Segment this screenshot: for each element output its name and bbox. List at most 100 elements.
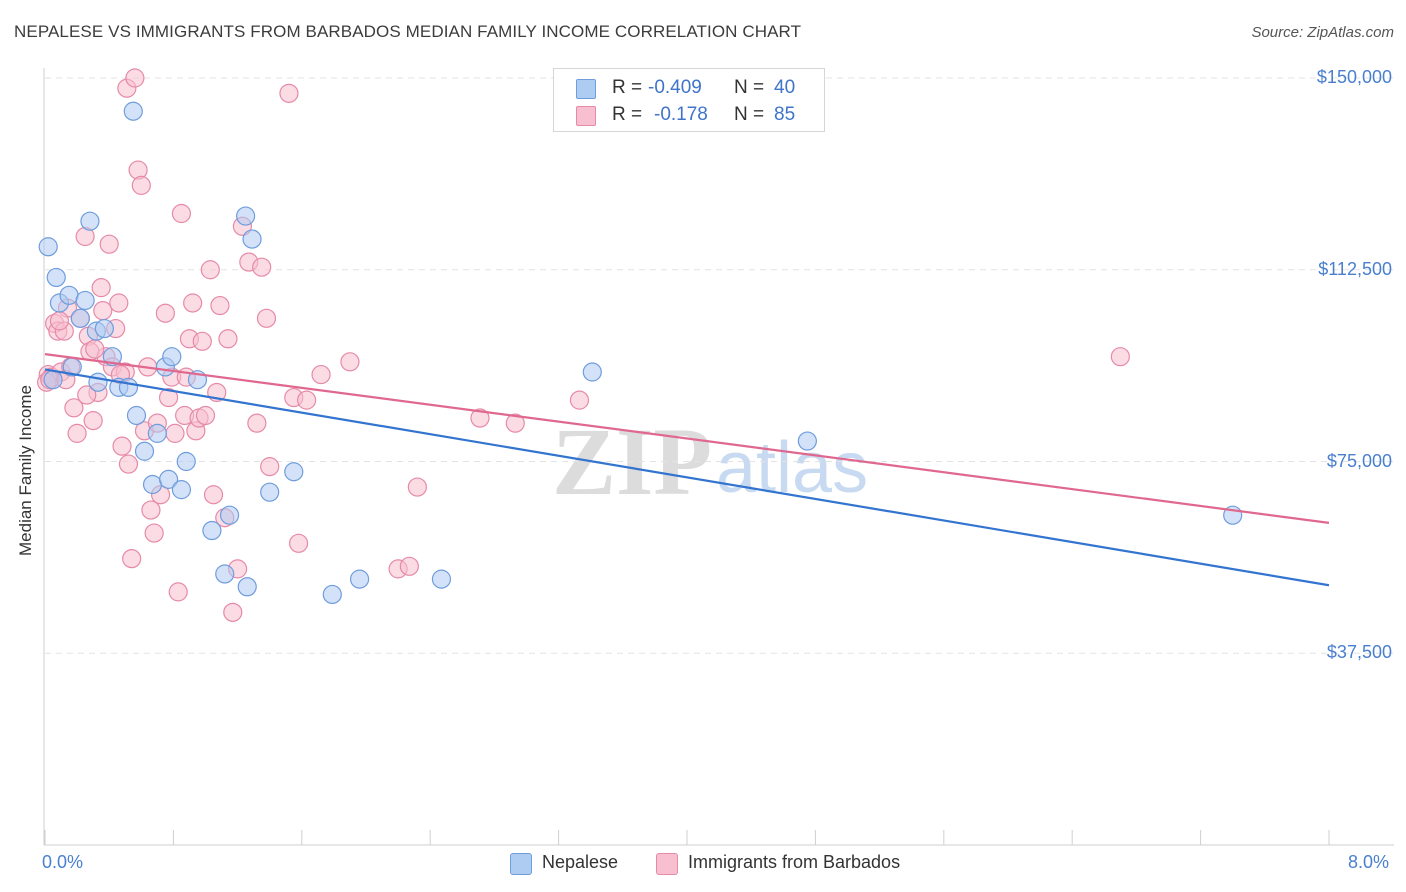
data-point-barbados: [49, 311, 70, 331]
trend-line-nepalese: [44, 368, 1330, 587]
data-point-barbados: [85, 339, 105, 359]
data-point-barbados: [141, 500, 161, 520]
data-point-nepalese: [134, 441, 155, 461]
legend-swatch-barbados: [656, 853, 678, 875]
data-point-barbados: [165, 423, 185, 443]
data-point-barbados: [256, 308, 277, 328]
data-point-nepalese: [284, 462, 304, 482]
x-tick-max: 8.0%: [1348, 852, 1390, 872]
data-point-barbados: [247, 413, 267, 433]
data-point-nepalese: [797, 431, 817, 451]
data-point-nepalese: [80, 211, 100, 231]
data-point-barbados: [168, 582, 188, 602]
legend-r-label: R =: [612, 104, 643, 125]
data-point-barbados: [109, 293, 129, 313]
data-point-nepalese: [142, 474, 163, 495]
legend-row-barbados: R = -0.178 N = 85: [554, 102, 824, 128]
data-point-nepalese: [94, 318, 114, 339]
data-point-barbados: [260, 457, 280, 477]
data-point-barbados: [297, 390, 317, 410]
data-point-nepalese: [126, 405, 147, 426]
legend-r-value: -0.178: [654, 104, 708, 125]
data-point-barbados: [118, 454, 139, 474]
data-point-nepalese: [70, 308, 90, 328]
data-point-barbados: [122, 549, 142, 569]
data-point-nepalese: [171, 480, 192, 500]
data-point-barbados: [83, 410, 103, 431]
data-point-barbados: [470, 408, 490, 428]
legend-swatch-nepalese: [510, 853, 532, 875]
legend-row-nepalese: R = -0.409 N = 40: [554, 75, 824, 101]
data-point-barbados: [131, 175, 151, 195]
legend-n-label: N =: [734, 104, 765, 125]
data-point-nepalese: [322, 584, 342, 605]
data-point-barbados: [93, 301, 113, 321]
data-point-barbados: [171, 203, 192, 224]
data-point-nepalese: [202, 520, 222, 541]
data-point-nepalese: [237, 577, 257, 597]
data-point-barbados: [569, 390, 590, 410]
data-point-barbados: [64, 398, 84, 418]
data-point-barbados: [195, 405, 216, 426]
data-point-nepalese: [162, 347, 182, 367]
x-tick-min: 0.0%: [42, 852, 84, 872]
data-point-barbados: [77, 385, 97, 405]
data-point-barbados: [125, 68, 145, 88]
legend-swatch-nepalese: [576, 79, 596, 99]
data-point-nepalese: [43, 370, 63, 390]
data-point-barbados: [311, 364, 331, 385]
data-point-nepalese: [236, 206, 256, 226]
data-point-barbados: [91, 278, 111, 298]
data-point-barbados: [1110, 347, 1130, 367]
data-point-barbados: [252, 257, 272, 277]
legend-label-barbados: Immigrants from Barbados: [688, 852, 901, 872]
legend-n-label: N =: [734, 77, 765, 98]
data-point-barbados: [155, 303, 175, 323]
y-tick-label: $150,000: [1316, 67, 1392, 87]
data-point-nepalese: [431, 569, 452, 589]
data-point-nepalese: [118, 377, 139, 397]
data-point-nepalese: [260, 482, 280, 502]
data-point-barbados: [99, 234, 119, 254]
data-point-barbados: [203, 485, 224, 505]
data-point-barbados: [183, 293, 203, 313]
data-point-barbados: [112, 436, 132, 456]
legend-swatch-barbados: [576, 106, 596, 126]
data-point-barbados: [144, 523, 164, 543]
data-point-barbados: [399, 556, 419, 576]
data-point-nepalese: [349, 569, 370, 589]
legend-r-value: -0.409: [648, 77, 702, 98]
chart-source: Source: ZipAtlas.com: [1251, 24, 1394, 41]
legend-n-value: 85: [774, 104, 796, 125]
data-point-barbados: [210, 295, 230, 316]
data-point-barbados: [67, 423, 87, 443]
data-point-nepalese: [38, 237, 58, 257]
data-point-nepalese: [59, 285, 79, 305]
data-point-nepalese: [242, 229, 262, 249]
data-point-barbados: [288, 533, 309, 553]
data-point-barbados: [223, 602, 243, 622]
data-point-barbados: [407, 477, 427, 497]
data-point-nepalese: [88, 372, 108, 392]
y-tick-label: $75,000: [1326, 450, 1392, 471]
data-point-nepalese: [123, 101, 143, 121]
data-point-nepalese: [176, 451, 196, 472]
data-point-barbados: [192, 331, 212, 351]
data-point-barbados: [505, 413, 525, 433]
data-point-barbados: [279, 83, 299, 103]
chart-title: NEPALESE VS IMMIGRANTS FROM BARBADOS MED…: [14, 22, 802, 41]
data-point-barbados: [158, 387, 179, 408]
data-point-barbados: [200, 260, 220, 280]
y-tick-label: $37,500: [1326, 642, 1392, 663]
data-point-nepalese: [147, 423, 167, 443]
legend-r-label: R =: [612, 77, 643, 98]
legend-n-value: 40: [774, 77, 796, 98]
data-point-nepalese: [102, 347, 123, 367]
data-point-nepalese: [215, 564, 235, 584]
y-tick-label: $112,500: [1318, 258, 1392, 279]
legend-label-nepalese: Nepalese: [542, 852, 619, 872]
data-point-nepalese: [75, 290, 95, 311]
data-point-nepalese: [46, 267, 66, 288]
correlation-legend: R = -0.409 N = 40 R = -0.178 N = 85: [553, 68, 825, 132]
